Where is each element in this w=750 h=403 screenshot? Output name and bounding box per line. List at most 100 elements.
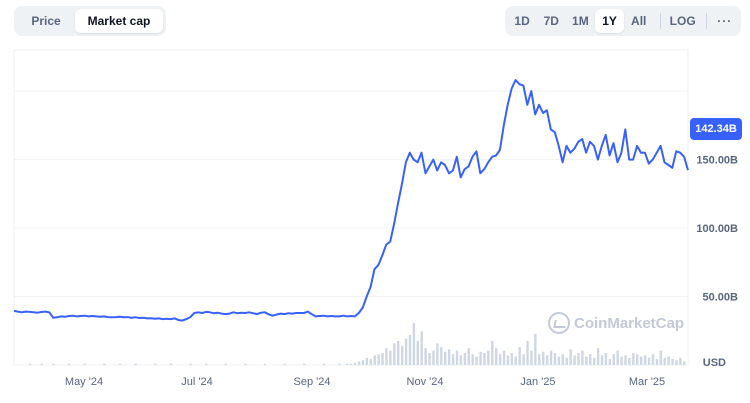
volume-bar <box>189 363 192 365</box>
volume-bar <box>526 341 529 365</box>
tab-price[interactable]: Price <box>31 14 61 28</box>
volume-bar <box>643 355 647 365</box>
toolbar-divider <box>659 13 661 29</box>
volume-bar <box>549 350 553 365</box>
chart-type-toggle: Price Market cap <box>14 6 166 36</box>
volume-bar <box>154 363 157 365</box>
volume-bar <box>569 349 572 365</box>
volume-bar <box>412 323 416 365</box>
volume-bar <box>350 363 353 365</box>
volume-bar <box>28 363 32 365</box>
volume-bar <box>647 357 651 365</box>
volume-bar <box>436 343 439 365</box>
volume-bar <box>542 351 545 365</box>
volume-bar <box>428 353 431 365</box>
volume-bar <box>471 354 474 365</box>
volume-bar <box>404 338 408 365</box>
volume-bar <box>624 355 627 365</box>
x-tick-label: Mar '25 <box>629 376 665 388</box>
range-1y-button[interactable]: 1Y <box>595 9 624 33</box>
coinmarketcap-logo-icon <box>548 312 570 334</box>
volume-bar <box>561 354 565 365</box>
volume-bar <box>459 355 463 365</box>
range-all-button[interactable]: All <box>631 14 647 28</box>
volume-bar <box>408 335 412 365</box>
volume-bar <box>420 331 423 365</box>
market-cap-line <box>13 79 689 322</box>
x-tick-label: Jan '25 <box>520 376 555 388</box>
y-tick-label: 100.00B <box>696 223 738 235</box>
volume-bar <box>302 363 306 365</box>
volume-bar <box>639 356 643 365</box>
volume-bars <box>28 323 686 365</box>
volume-bar <box>377 354 380 365</box>
range-1m-button[interactable]: 1M <box>572 14 589 28</box>
toolbar-divider <box>705 13 707 29</box>
range-selector: 1D 7D 1M 1Y All LOG ··· <box>505 6 741 36</box>
volume-bar <box>679 357 682 365</box>
volume-bar <box>440 347 443 365</box>
volume-bar <box>118 363 122 365</box>
volume-bar <box>651 354 655 365</box>
volume-bar <box>589 354 592 365</box>
volume-bar <box>381 353 384 365</box>
volume-bar <box>338 363 341 365</box>
volume-bar <box>659 350 662 365</box>
range-1d-button[interactable]: 1D <box>514 14 530 28</box>
volume-bar <box>494 348 498 365</box>
volume-bar <box>432 350 435 365</box>
volume-bar <box>475 356 478 365</box>
volume-bar <box>498 354 502 365</box>
range-7d-button[interactable]: 7D <box>543 14 559 28</box>
volume-bar <box>416 341 420 365</box>
volume-bar <box>400 345 404 365</box>
volume-bar <box>244 363 247 365</box>
x-tick-label: May '24 <box>65 376 103 388</box>
volume-bar <box>491 341 494 365</box>
volume-bar <box>616 350 619 365</box>
y-tick-label: 50.00B <box>703 292 739 304</box>
volume-bar <box>103 363 106 365</box>
volume-bar <box>628 357 631 365</box>
volume-bar <box>483 353 486 365</box>
volume-bar <box>663 357 666 365</box>
volume-bar <box>557 356 561 365</box>
watermark: CoinMarketCap <box>548 312 684 334</box>
volume-bar <box>636 354 639 365</box>
volume-bar <box>522 354 525 365</box>
log-scale-button[interactable]: LOG <box>669 14 696 28</box>
volume-bar <box>134 363 137 365</box>
volume-bar <box>369 359 372 365</box>
volume-bar <box>467 348 470 365</box>
volume-bar <box>447 349 451 365</box>
volume-bar <box>451 354 455 365</box>
volume-bar <box>545 355 549 365</box>
volume-bar <box>463 353 467 365</box>
volume-bar <box>40 363 43 365</box>
volume-bar <box>530 350 533 365</box>
volume-bar <box>353 362 357 365</box>
volume-bar <box>577 353 580 365</box>
volume-bar <box>604 353 608 365</box>
volume-bar <box>52 363 55 365</box>
y-unit-label: USD <box>703 357 726 369</box>
volume-bar <box>361 360 365 365</box>
volume-bar <box>205 363 208 365</box>
volume-bar <box>683 361 686 365</box>
volume-bar <box>455 350 459 365</box>
x-tick-label: Sep '24 <box>294 376 331 388</box>
volume-bar <box>385 348 388 365</box>
volume-bar <box>553 353 557 365</box>
volume-bar <box>592 357 596 365</box>
volume-bar <box>514 356 517 365</box>
tab-market-cap[interactable]: Market cap <box>75 9 163 33</box>
y-axis: 50.00B 100.00B 150.00B USD <box>696 155 738 369</box>
volume-bar <box>632 353 635 365</box>
volume-bar <box>283 363 286 365</box>
more-options-icon[interactable]: ··· <box>717 14 733 28</box>
volume-bar <box>612 354 615 365</box>
volume-bar <box>506 355 510 365</box>
volume-bar <box>224 363 228 365</box>
volume-bar <box>534 333 537 365</box>
